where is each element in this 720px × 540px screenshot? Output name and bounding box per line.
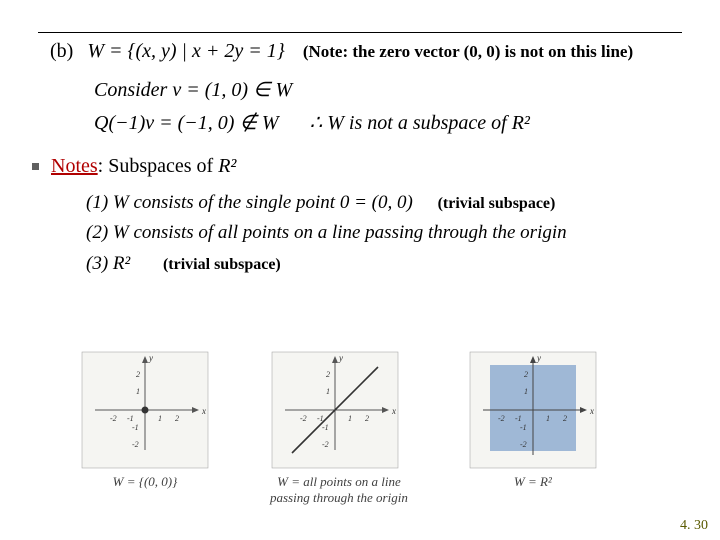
part-b-label: (b) [50,40,73,63]
item1-text: (1) W consists of the single point 0 = (… [86,192,413,213]
bullet-square-icon [32,163,39,170]
notes-rest: : Subspaces of [98,155,219,177]
deriv-lhs: Q(−1)v = (−1, 0) ∉ W [94,112,279,134]
svg-text:y: y [148,353,153,363]
svg-text:1: 1 [136,387,140,396]
graph-1: x y -2 -1 1 2 2 1 -1 -2 W = {(0, 0)} [80,350,210,505]
svg-text:x: x [589,406,594,416]
svg-text:y: y [536,353,541,363]
svg-text:x: x [391,406,396,416]
graph2-caption: W = all points on a line passing through… [270,474,408,505]
list-item-2: (2) W consists of all points on a line p… [86,218,690,248]
svg-text:-2: -2 [300,414,307,423]
part-b-equation: W = {(x, y) | x + 2y = 1} [87,40,284,63]
consider-line: Consider v = (1, 0) ∈ W [94,77,690,102]
trivial-1: (trivial subspace) [438,195,556,212]
svg-text:1: 1 [158,414,162,423]
svg-text:-1: -1 [322,423,329,432]
svg-text:1: 1 [546,414,550,423]
trivial-2: (trivial subspace) [163,256,281,273]
list-item-3: (3) R² (trivial subspace) [86,249,690,279]
svg-text:1: 1 [524,387,528,396]
slide-content: (b) W = {(x, y) | x + 2y = 1} (Note: the… [50,40,690,279]
svg-text:-1: -1 [515,414,522,423]
graph2-svg: x y -2 -1 1 2 2 1 -1 -2 [270,350,400,470]
notes-R2: R² [218,155,236,177]
svg-text:2: 2 [175,414,179,423]
graph3-caption: W = R² [468,474,598,490]
subspace-list: (1) W consists of the single point 0 = (… [86,188,690,279]
caption2a: W = all points on a line [277,474,401,489]
caption2b: passing through the origin [270,490,408,505]
horizontal-rule [38,32,682,33]
svg-text:-1: -1 [132,423,139,432]
list-item-1: (1) W consists of the single point 0 = (… [86,188,690,218]
notes-label: Notes: Subspaces of R² [51,155,236,178]
svg-text:-2: -2 [322,440,329,449]
graphs-row: x y -2 -1 1 2 2 1 -1 -2 W = {(0, 0)} x y… [80,350,598,505]
svg-text:-2: -2 [110,414,117,423]
deriv-rhs: ∴ W is not a subspace of R² [310,112,530,134]
graph-3: x y -2 -1 1 2 2 1 -1 -2 W = R² [468,350,598,505]
svg-text:2: 2 [563,414,567,423]
svg-text:2: 2 [136,370,140,379]
svg-text:1: 1 [326,387,330,396]
page-number: 4. 30 [680,518,708,534]
part-b-row: (b) W = {(x, y) | x + 2y = 1} (Note: the… [50,40,690,63]
svg-text:-2: -2 [498,414,505,423]
graph1-svg: x y -2 -1 1 2 2 1 -1 -2 [80,350,210,470]
svg-text:x: x [201,406,206,416]
svg-text:-2: -2 [132,440,139,449]
svg-text:2: 2 [326,370,330,379]
item3-text: (3) R² [86,253,130,274]
notes-underline: Notes [51,155,98,177]
svg-text:-2: -2 [520,440,527,449]
svg-text:2: 2 [365,414,369,423]
derivation-line: Q(−1)v = (−1, 0) ∉ W ∴ W is not a subspa… [94,110,690,135]
graph3-svg: x y -2 -1 1 2 2 1 -1 -2 [468,350,598,470]
svg-text:2: 2 [524,370,528,379]
svg-text:-1: -1 [127,414,134,423]
graph1-caption: W = {(0, 0)} [80,474,210,490]
svg-text:1: 1 [348,414,352,423]
zero-vector-note: (Note: the zero vector (0, 0) is not on … [303,42,633,62]
equation-text: W = {(x, y) | x + 2y = 1} [87,40,284,62]
svg-text:-1: -1 [520,423,527,432]
svg-text:y: y [338,353,343,363]
graph-2: x y -2 -1 1 2 2 1 -1 -2 W = all points o… [270,350,408,505]
notes-heading: Notes: Subspaces of R² [50,155,690,178]
